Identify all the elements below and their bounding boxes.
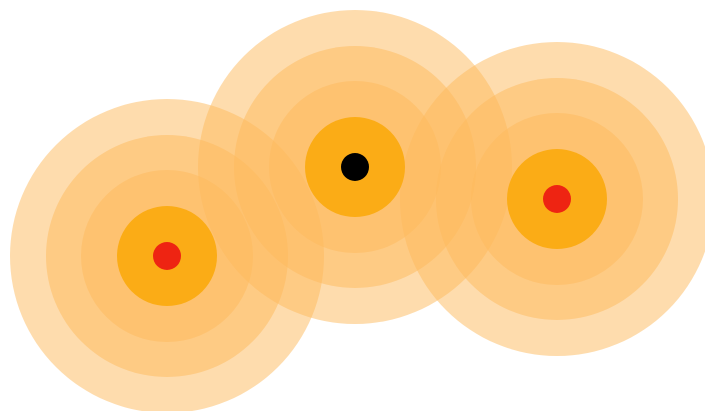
right-node-center-dot — [543, 185, 571, 213]
center-node-center-dot — [341, 153, 369, 181]
cores-layer — [117, 117, 607, 306]
left-node-center-dot — [153, 242, 181, 270]
